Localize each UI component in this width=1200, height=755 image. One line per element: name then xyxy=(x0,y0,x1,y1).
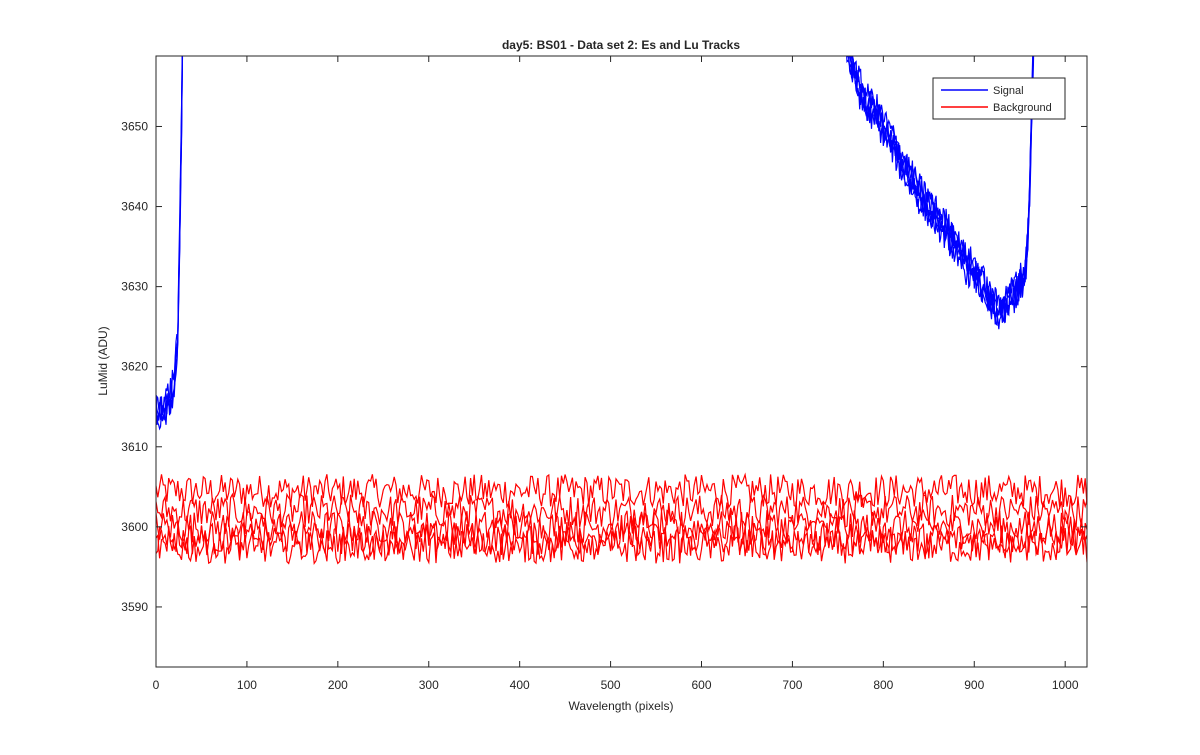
y-tick-label: 3650 xyxy=(121,119,148,133)
x-tick-label: 900 xyxy=(964,678,984,692)
legend-box xyxy=(932,77,1066,120)
ticks-layer: 0 100 200 300 400 500 600 700 800 900 1000 3590 3600… xyxy=(121,56,1087,692)
background-series-line xyxy=(156,508,1087,546)
x-tick-label: 100 xyxy=(237,678,257,692)
x-tick-label: 700 xyxy=(782,678,802,692)
x-tick-label: 600 xyxy=(691,678,711,692)
x-tick-label: 800 xyxy=(873,678,893,692)
x-tick-label: 0 xyxy=(153,678,160,692)
axes-box xyxy=(155,55,1088,668)
y-tick-label: 3620 xyxy=(121,360,148,374)
legend-label-background: Background xyxy=(993,102,1052,114)
y-tick-label: 3610 xyxy=(121,440,148,454)
chart-title: day5: BS01 - Data set 2: Es and Lu Track… xyxy=(502,38,740,52)
legend: Signal Background xyxy=(932,77,1066,120)
background-series-line xyxy=(156,528,1087,565)
x-tick-label: 1000 xyxy=(1052,678,1079,692)
y-tick-label: 3640 xyxy=(121,200,148,214)
x-tick-label: 300 xyxy=(419,678,439,692)
plot-area xyxy=(156,56,1087,667)
x-axis-label: Wavelength (pixels) xyxy=(569,699,674,713)
y-tick-label: 3590 xyxy=(121,600,148,614)
y-tick-label: 3630 xyxy=(121,280,148,294)
x-tick-label: 500 xyxy=(601,678,621,692)
y-tick-label: 3600 xyxy=(121,520,148,534)
y-axis-label: LuMid (ADU) xyxy=(96,326,110,395)
background-series-line xyxy=(156,520,1087,558)
background-series-line xyxy=(156,472,1087,510)
signal-series-line xyxy=(849,56,1034,310)
x-tick-label: 400 xyxy=(510,678,530,692)
signal-series-line xyxy=(156,56,183,416)
x-tick-label: 200 xyxy=(328,678,348,692)
series-layer xyxy=(156,56,1087,565)
legend-label-signal: Signal xyxy=(993,85,1024,97)
background-series-line xyxy=(156,492,1087,529)
